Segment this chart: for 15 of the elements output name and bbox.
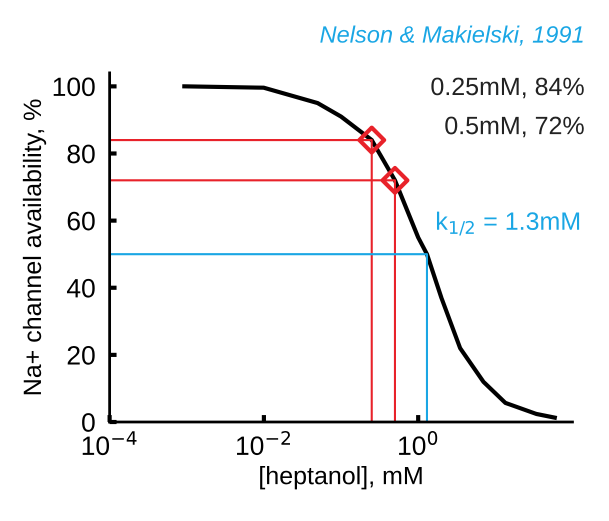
y-tick-label: 100: [54, 78, 95, 96]
x-axis-title: [heptanol], mM: [260, 466, 422, 490]
y-tick-label: 80: [68, 144, 95, 164]
y-tick-label: 60: [68, 212, 95, 230]
x-tick-label: 10$^{−2}$: [237, 431, 290, 456]
annotation: k$_{1/2}$ = 1.3mM: [436, 212, 580, 236]
y-tick-label: 20: [68, 346, 95, 365]
y-axis-title: Na+ channel availability, %: [22, 100, 46, 394]
x-tick-label: 10$^{0}$: [399, 431, 438, 456]
y-tick-label: 40: [66, 278, 95, 298]
y-tick-label: 0: [82, 413, 95, 432]
x-tick-label: 10$^{−4}$: [82, 431, 137, 456]
text: Nelson & Makielski, 1991: [320, 25, 583, 46]
annotation: 0.5mM, 72%: [445, 116, 584, 138]
annotation: 0.25mM, 84%: [431, 78, 584, 98]
